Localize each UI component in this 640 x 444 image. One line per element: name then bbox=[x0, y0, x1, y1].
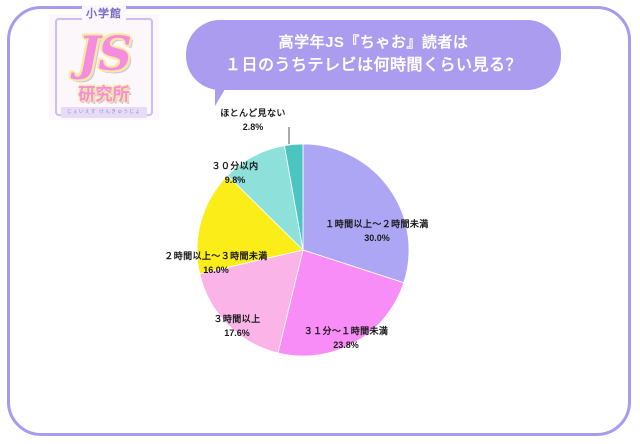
pie-slice-group bbox=[196, 143, 410, 357]
pie-slice bbox=[196, 174, 304, 275]
pie-slice bbox=[302, 143, 410, 284]
title-line-1: 高学年JS『ちゃお』読者は bbox=[278, 34, 469, 51]
logo-brand: JS bbox=[77, 27, 132, 82]
logo-ribbon-text: じぇいえす けんきゅうじょ bbox=[61, 107, 147, 118]
js-lab-logo: 小学館 JS 研究所 じぇいえす けんきゅうじょ bbox=[49, 5, 159, 120]
pie-slice bbox=[199, 249, 304, 354]
logo-institute: 研究所 bbox=[78, 85, 130, 104]
title-speech-bubble: 高学年JS『ちゃお』読者は １日のうちテレビは何時間くらい見る？ bbox=[186, 20, 561, 90]
logo-publisher: 小学館 bbox=[82, 5, 126, 21]
pie-slice bbox=[283, 143, 304, 251]
speech-bubble-tail bbox=[215, 84, 237, 106]
title-line-2: １日のうちテレビは何時間くらい見る？ bbox=[224, 57, 522, 74]
pie-slice bbox=[277, 249, 405, 357]
